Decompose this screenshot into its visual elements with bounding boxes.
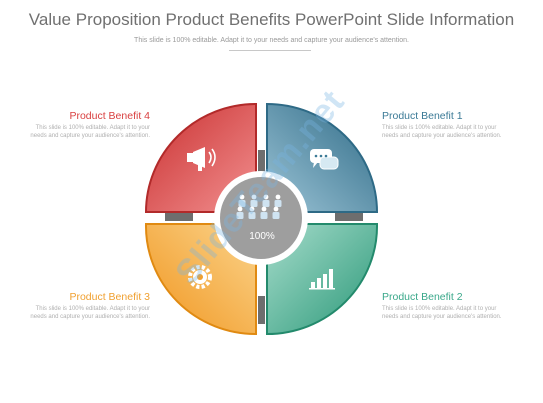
benefit-3-block: Product Benefit 3 This slide is 100% edi… — [20, 291, 150, 321]
slide-subtitle: This slide is 100% editable. Adapt it to… — [134, 37, 409, 44]
connector-bars — [165, 150, 363, 324]
gear-icon — [188, 265, 212, 289]
benefit-2-block: Product Benefit 2 This slide is 100% edi… — [382, 291, 512, 321]
benefit-2-body: This slide is 100% editable. Adapt it to… — [382, 306, 502, 320]
benefit-2-title: Product Benefit 2 — [382, 291, 463, 303]
benefit-3-body: This slide is 100% editable. Adapt it to… — [30, 306, 150, 320]
benefit-1-title: Product Benefit 1 — [382, 110, 463, 122]
bar-chart-icon — [309, 269, 335, 290]
center-percentage: 100% — [249, 231, 275, 242]
benefit-4-body: This slide is 100% editable. Adapt it to… — [30, 125, 150, 139]
benefit-2-segment — [266, 223, 379, 336]
slide-title: Value Proposition Product Benefits Power… — [28, 10, 515, 29]
megaphone-icon — [187, 147, 216, 171]
people-group-icon — [236, 194, 282, 219]
benefit-4-block: Product Benefit 4 This slide is 100% edi… — [20, 110, 150, 140]
benefit-1-block: Product Benefit 1 This slide is 100% edi… — [382, 110, 512, 140]
benefit-3-title: Product Benefit 3 — [69, 291, 150, 303]
speech-bubbles-icon — [310, 149, 339, 170]
benefit-4-title: Product Benefit 4 — [69, 110, 150, 122]
benefit-1-body: This slide is 100% editable. Adapt it to… — [382, 125, 502, 139]
title-divider — [229, 50, 311, 51]
